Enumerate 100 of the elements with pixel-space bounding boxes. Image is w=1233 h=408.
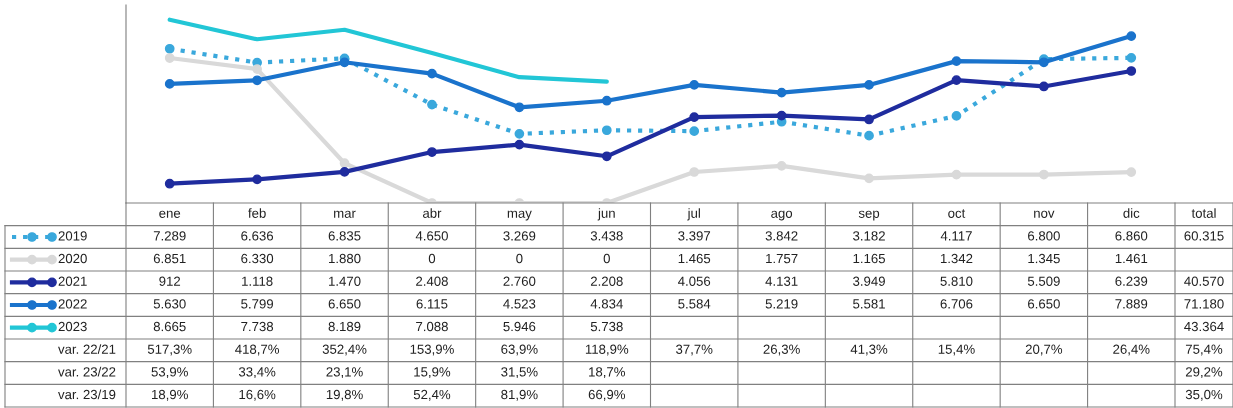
data-label: 4.523 [503,299,536,309]
text: 153,9% [410,344,454,356]
point [1126,52,1137,63]
text: 352,4% [322,344,367,356]
text: var. 23/22 [58,366,116,377]
point [1126,167,1137,177]
point [776,160,787,171]
point [689,167,700,177]
point [164,178,175,189]
data-label: 0 [603,253,610,264]
text: 29,2% [1185,367,1223,379]
x-tick-label: oct [948,209,966,218]
text: 26,3% [763,344,800,356]
x-tick-label: mar [334,210,356,218]
point [1039,57,1049,68]
point [1126,31,1137,41]
data-label: 7.889 [1115,299,1148,309]
point [1039,169,1049,180]
data-label: 912 [159,276,181,286]
data-label: 5.219 [765,299,798,309]
data-label: 6.851 [153,253,186,264]
point [1126,66,1137,76]
data-label: 4.131 [765,276,798,286]
data-label: 4.056 [678,276,711,286]
data-label: 6.650 [1028,299,1060,309]
legend-label: 2021 [58,276,87,286]
data-label: 5.946 [503,321,536,332]
point [689,112,700,123]
x-tick-label: nov [1034,210,1055,218]
data-label: 1.118 [242,276,273,286]
text: total [1191,208,1216,218]
data-label: 7.088 [416,321,448,332]
data-label: 1.342 [940,253,973,264]
data-label: 5.630 [153,299,186,309]
data-label: 7.738 [241,321,274,332]
point [514,139,525,150]
data-label: 8.665 [153,321,186,332]
text: 23,1% [326,367,363,379]
point [164,79,175,89]
point [427,147,437,157]
point [601,151,612,162]
point [864,114,874,125]
data-label: 6.330 [241,253,274,264]
point [689,79,700,90]
point [252,64,262,74]
point [339,158,350,169]
x-tick-label: dic [1123,208,1140,218]
data-label: 2.208 [590,276,623,286]
data-label: 3.397 [678,231,711,241]
text: 66,9% [588,389,626,401]
data-label: 3.182 [853,231,885,241]
point [514,102,525,113]
text: 19,8% [326,389,363,401]
text: 63,9% [501,344,538,356]
text: 52,4% [413,389,451,401]
text: 33,4% [238,367,276,379]
text: 75,4% [1185,344,1223,356]
data-label: 6.860 [1115,231,1148,241]
data-label: 3.438 [590,231,623,241]
x-tick-label: jul [687,208,700,221]
point [601,95,612,106]
point [776,110,787,121]
data-label: 4.834 [590,299,623,309]
point [252,75,262,86]
data-label: 0 [516,253,523,264]
data-label: 1.461 [1115,253,1148,264]
text: 41,3% [850,344,888,356]
point [864,130,874,141]
data-label: 4.117 [940,231,972,241]
data-label: 1.880 [329,253,361,264]
x-tick-label: ago [771,210,793,221]
x-tick-label: abr [422,208,442,218]
data-label: 0 [428,253,436,264]
text: 118,9% [585,344,629,356]
legend-label: 2022 [58,299,87,309]
point [951,169,962,180]
point [339,167,350,177]
text: 43.364 [1184,321,1224,332]
point [951,56,962,66]
data-label: 6.239 [1115,276,1148,286]
legend-label: 2020 [58,253,87,264]
point [164,43,175,54]
text: 418,7% [235,344,280,356]
point [689,126,700,136]
data-label: 5.799 [241,299,274,309]
legend-label: 2019 [58,231,87,241]
point [1039,81,1049,92]
data-label: 6.706 [940,299,973,309]
data-label: 8.189 [328,321,361,332]
data-label: 1.345 [1028,253,1060,264]
data-label: 7.289 [153,231,186,241]
text: 18,9% [152,389,188,401]
data-label: 3.269 [503,231,536,241]
text: var. 22/21 [58,344,116,354]
data-label: 1.465 [678,253,711,264]
data-label: 6.115 [416,299,448,309]
text: 26,4% [1113,344,1150,356]
data-label: 5.810 [940,276,973,286]
text: 20,7% [1025,344,1063,356]
data-label: 6.800 [1028,231,1060,241]
